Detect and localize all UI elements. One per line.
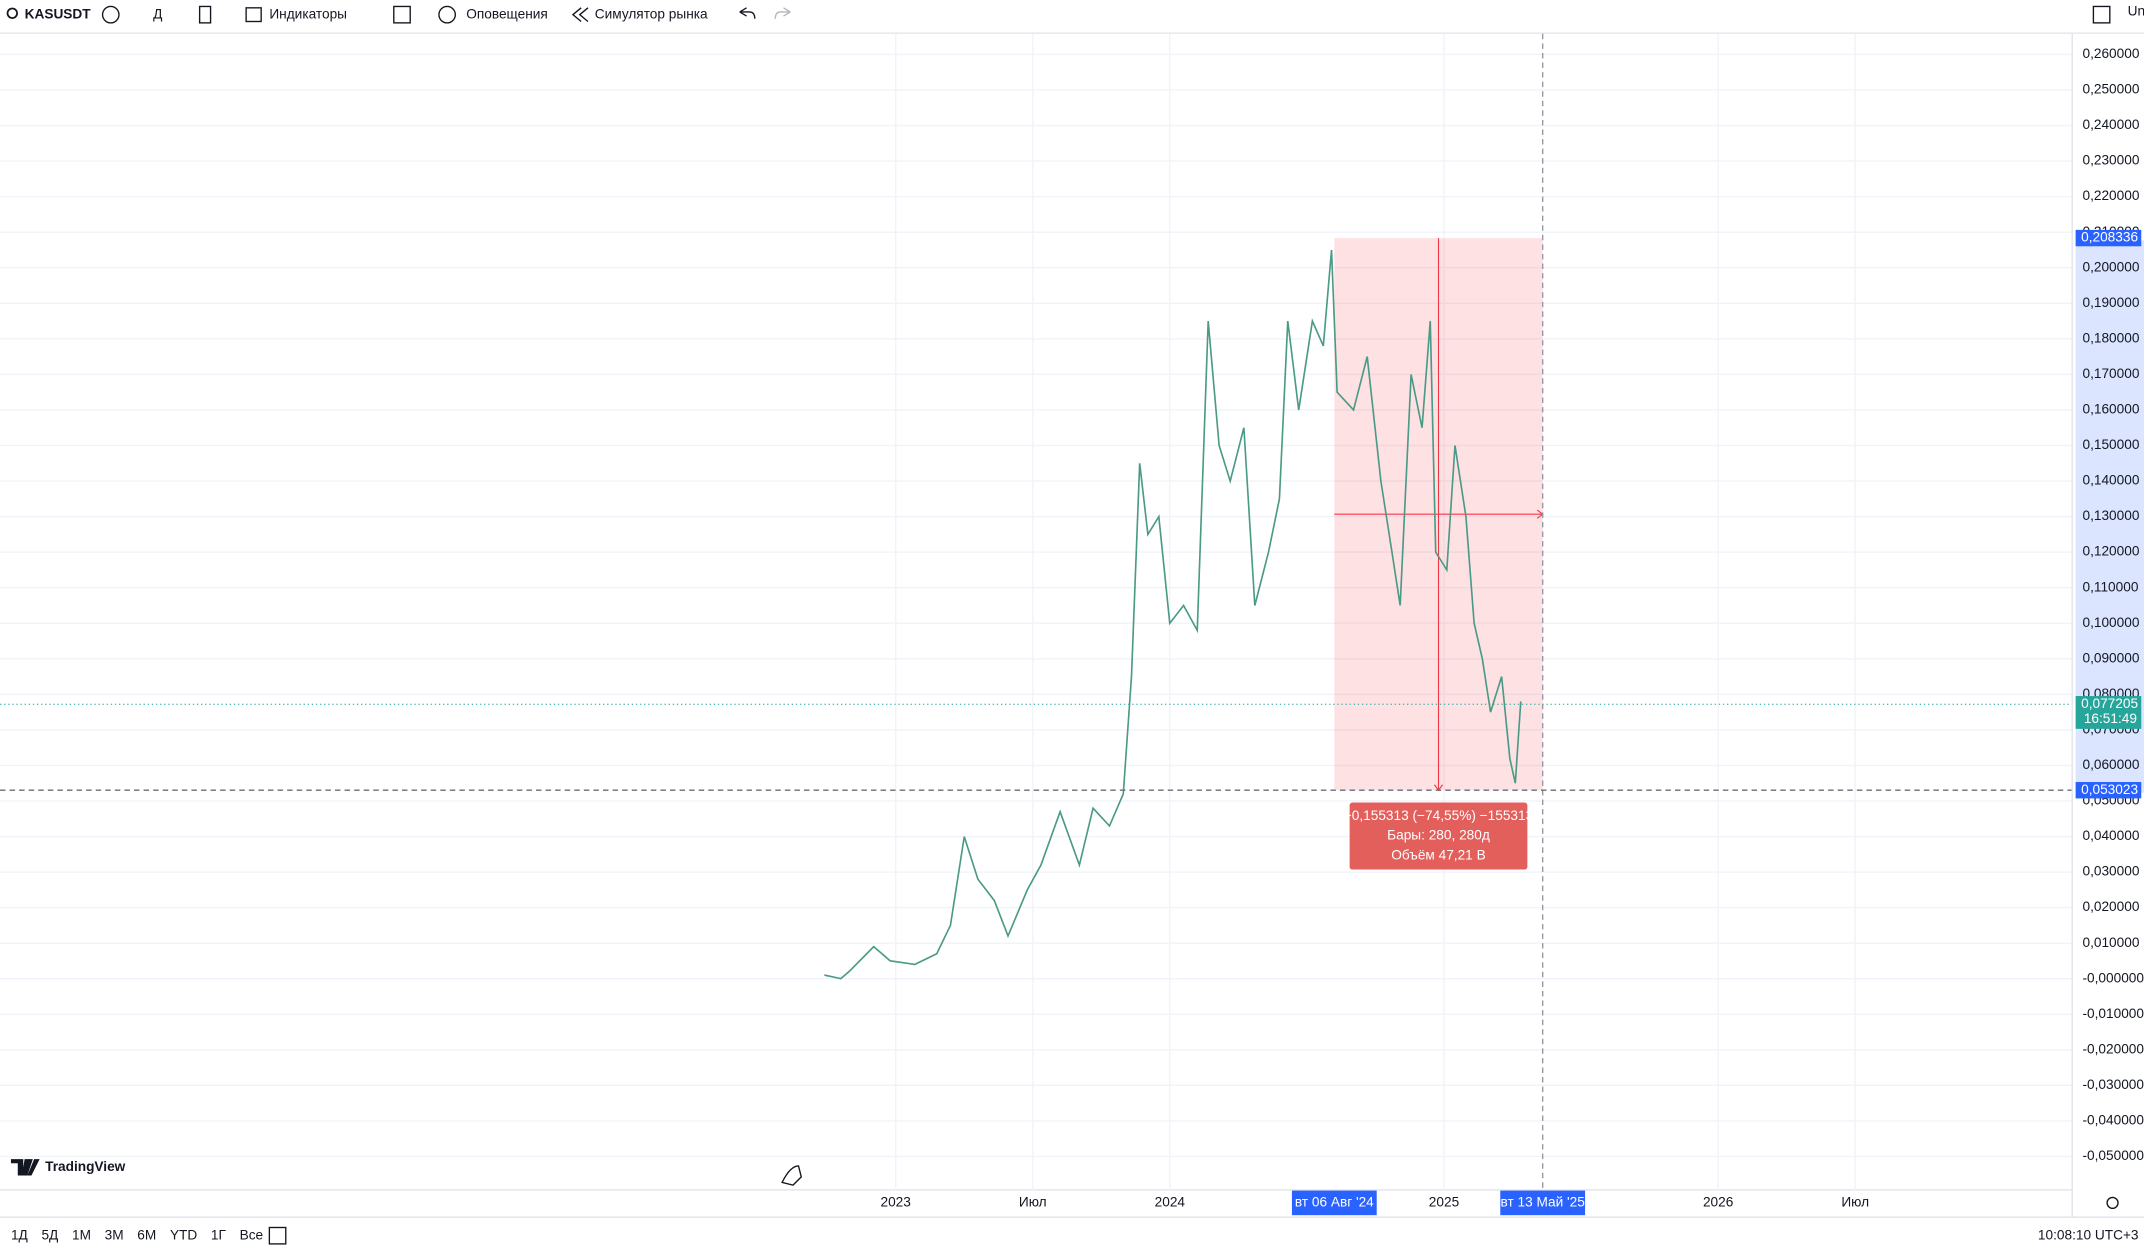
y-tick-label: -0,030000 [2082, 1077, 2144, 1092]
y-tick-label: 0,150000 [2082, 437, 2139, 452]
y-tick-label: 0,190000 [2082, 295, 2139, 310]
y-tick-label: 0,140000 [2082, 473, 2139, 488]
y-tick-label: 0,240000 [2082, 117, 2139, 132]
y-tick-label: 0,180000 [2082, 330, 2139, 345]
y-tick-label: 0,160000 [2082, 402, 2139, 417]
x-tick-label: 2023 [880, 1194, 910, 1209]
y-tick-label: 0,130000 [2082, 508, 2139, 523]
logo-icon [10, 1159, 40, 1176]
chart-type[interactable] [198, 5, 212, 24]
price-line [824, 249, 1522, 980]
price-label-bg [2075, 782, 2142, 799]
y-tick-label: -0,010000 [2082, 1006, 2144, 1021]
interval[interactable]: Д [153, 6, 162, 21]
price-label: 0,077205 [2081, 696, 2138, 711]
date-range-button[interactable] [268, 1226, 287, 1245]
axis-settings[interactable] [2106, 1196, 2119, 1210]
time-label: вт 06 Авг '24 [1295, 1194, 1374, 1209]
x-tick-label: 2024 [1155, 1194, 1186, 1209]
replay-marker[interactable] [781, 1165, 803, 1186]
y-tick-label: 0,170000 [2082, 366, 2139, 381]
y-tick-label: 0,230000 [2082, 153, 2139, 168]
alerts-button[interactable]: Оповещения [466, 6, 548, 21]
layouts[interactable] [393, 5, 411, 24]
x-tick-label: Июл [1841, 1194, 1869, 1209]
range-button[interactable]: 5Д [41, 1227, 58, 1242]
countdown: 16:51:49 [2084, 711, 2137, 726]
replay-button[interactable]: Симулятор рынка [595, 6, 708, 21]
x-tick-label: Июл [1019, 1194, 1047, 1209]
tooltip-line: Бары: 280, 280д [1387, 828, 1490, 843]
time-label-bg [1291, 1190, 1377, 1216]
range-button[interactable]: 1М [72, 1227, 91, 1242]
symbol[interactable]: KASUSDT [25, 6, 92, 21]
y-tick-label: 0,040000 [2082, 828, 2139, 843]
time-label: вт 13 Май '25 [1501, 1194, 1586, 1209]
x-tick-label: 2026 [1703, 1194, 1733, 1209]
clock: 10:08:10 UTC+3 [2038, 1227, 2139, 1242]
y-tick-label: -0,020000 [2082, 1041, 2144, 1056]
logo: TradingView [45, 1159, 126, 1174]
price-label: 0,208336 [2081, 230, 2138, 245]
tooltip [1349, 802, 1528, 870]
range-button[interactable]: 6М [137, 1227, 156, 1242]
y-tick-label: 0,090000 [2082, 650, 2139, 665]
y-tick-label: -0,040000 [2082, 1113, 2144, 1128]
redo[interactable] [774, 7, 791, 19]
range-button[interactable]: 1Д [11, 1227, 28, 1242]
tooltip-line: −0,155313 (−74,55%) −155313 [1344, 808, 1533, 823]
time-label-bg [1500, 1190, 1586, 1216]
replay-icon [571, 7, 589, 23]
y-tick-label: 0,120000 [2082, 544, 2139, 559]
x-tick-label: 2025 [1429, 1194, 1460, 1209]
y-tick-label: 0,060000 [2082, 757, 2139, 772]
search-icon[interactable] [6, 7, 18, 19]
range-button[interactable]: Все [240, 1227, 264, 1242]
range-button[interactable]: 1Г [211, 1227, 227, 1242]
fullscreen[interactable] [2092, 5, 2111, 24]
alerts-icon [438, 5, 457, 24]
account[interactable]: Un [2128, 4, 2144, 19]
range-button[interactable]: 3М [105, 1227, 124, 1242]
y-tick-label: -0,050000 [2082, 1148, 2144, 1163]
price-label-bg [2075, 229, 2142, 247]
y-tick-label: 0,010000 [2082, 935, 2139, 950]
range-button[interactable]: YTD [170, 1227, 197, 1242]
undo[interactable] [739, 7, 756, 19]
tooltip-line: Объём 47,21 B [1391, 847, 1485, 862]
y-tick-label: 0,030000 [2082, 864, 2139, 879]
indicators-icon [245, 7, 262, 23]
price-label-bg [2075, 696, 2142, 729]
y-tick-label: 0,110000 [2082, 579, 2138, 594]
y-tick-label: 0,220000 [2082, 188, 2139, 203]
y-tick-label: -0,000000 [2082, 970, 2144, 985]
y-tick-label: 0,100000 [2082, 615, 2139, 630]
price-label: 0,053023 [2081, 782, 2138, 797]
y-tick-label: 0,020000 [2082, 899, 2139, 914]
y-tick-label: 0,260000 [2082, 46, 2139, 61]
y-tick-label: 0,250000 [2082, 82, 2139, 97]
y-tick-label: 0,200000 [2082, 259, 2139, 274]
add-symbol[interactable] [101, 5, 120, 24]
indicators-button[interactable]: Индикаторы [269, 6, 347, 21]
